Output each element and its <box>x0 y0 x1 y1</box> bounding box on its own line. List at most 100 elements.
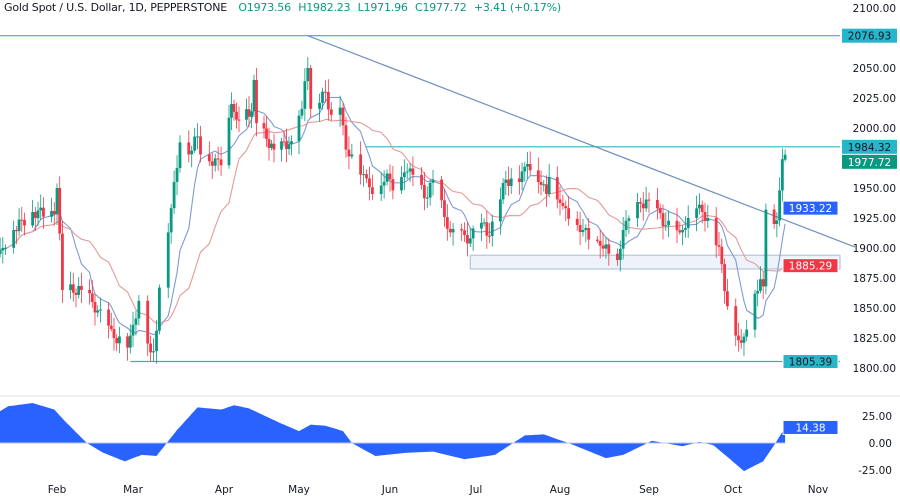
candle-body <box>210 161 214 166</box>
candle <box>33 207 37 231</box>
candle-body <box>341 107 345 126</box>
candle-body <box>575 218 579 225</box>
slow-moving-average-line <box>0 118 786 324</box>
candle <box>368 166 371 201</box>
candle <box>362 165 365 187</box>
price-axis[interactable]: 2100.00 2050.00 2025.00 2000.00 1950.00 1925.… <box>853 3 896 477</box>
candle-body <box>621 230 625 249</box>
candle <box>764 203 768 295</box>
candle-body <box>745 329 749 337</box>
candle-body <box>96 310 100 313</box>
candle <box>365 169 368 184</box>
candle-body <box>230 104 233 118</box>
candle-body <box>703 212 707 221</box>
candle-body <box>517 178 521 182</box>
candle <box>80 272 83 304</box>
candle-body <box>490 221 494 236</box>
candle <box>326 79 330 121</box>
candle-body <box>587 227 591 240</box>
candle <box>564 200 568 222</box>
candle <box>558 186 562 216</box>
candle <box>528 151 532 176</box>
candle <box>146 295 150 356</box>
candle-body <box>764 209 768 287</box>
candle <box>199 125 202 163</box>
candle <box>382 170 386 199</box>
candle-body <box>451 228 455 233</box>
candle-body <box>155 330 158 352</box>
level-price-label: 2076.93 <box>848 31 891 43</box>
candle <box>50 197 53 223</box>
candle-body <box>272 143 276 150</box>
level-price-label: 1984.32 <box>848 142 891 154</box>
candle <box>542 180 546 192</box>
candle-body <box>581 230 585 233</box>
candle <box>420 167 423 190</box>
candle-body <box>303 81 307 109</box>
candle-body <box>178 142 182 169</box>
ohlc-open: O1973.56 <box>238 1 291 14</box>
oscillator-tick-label: -25.00 <box>858 465 892 477</box>
candle-body <box>80 285 83 290</box>
candle <box>216 146 220 171</box>
candle <box>714 207 718 258</box>
candle-body <box>232 104 236 112</box>
candle-body <box>714 218 718 246</box>
candle-body <box>536 170 540 182</box>
candle-body <box>526 164 529 167</box>
oscillator-area <box>0 403 786 472</box>
candle <box>517 165 521 195</box>
candle <box>601 232 605 257</box>
candle-body <box>137 300 141 319</box>
time-axis[interactable]: Feb Mar Apr May Jun Jul Aug Sep Oct Nov <box>48 484 829 496</box>
candle <box>131 311 135 347</box>
candle-body <box>365 174 368 179</box>
candle-body <box>1 247 5 251</box>
candle <box>270 139 273 151</box>
candle-body <box>158 287 161 331</box>
candle-body <box>131 324 135 336</box>
candle-body <box>297 115 301 142</box>
candle-body <box>408 168 412 172</box>
candle <box>77 276 81 299</box>
candle-body <box>36 210 40 219</box>
candle-body <box>391 179 395 191</box>
candle-body <box>39 207 43 211</box>
candle-body <box>772 209 776 224</box>
candle <box>128 324 132 354</box>
level-price-label-bg <box>842 139 897 154</box>
candle <box>347 136 351 170</box>
candle-body <box>31 212 35 226</box>
candle-body <box>678 230 682 233</box>
candle <box>445 204 449 241</box>
candle <box>675 207 679 244</box>
candle <box>402 159 406 191</box>
time-tick-label: Jul <box>469 484 483 496</box>
candle-body <box>382 181 386 186</box>
candle <box>282 130 286 147</box>
candle-body <box>324 91 327 93</box>
candle <box>300 100 304 120</box>
candle <box>695 195 698 232</box>
time-tick-label: Sep <box>639 484 659 496</box>
candle <box>69 271 72 299</box>
candle <box>14 225 18 245</box>
candle <box>262 115 266 139</box>
candle <box>448 221 452 238</box>
candle-body <box>33 212 37 219</box>
price-tick-label: 2000.00 <box>853 123 896 135</box>
candle-body <box>88 290 91 294</box>
candle-body <box>558 199 562 203</box>
candle <box>55 183 59 226</box>
candle <box>451 223 455 246</box>
candle-body <box>344 125 348 150</box>
candle-body <box>347 149 351 157</box>
candle <box>539 170 543 196</box>
price-tick-label: 1900.00 <box>853 243 896 255</box>
candle-body <box>425 197 429 199</box>
candle <box>616 248 619 266</box>
candle <box>134 310 138 336</box>
candle <box>581 218 585 237</box>
candle <box>190 145 194 168</box>
